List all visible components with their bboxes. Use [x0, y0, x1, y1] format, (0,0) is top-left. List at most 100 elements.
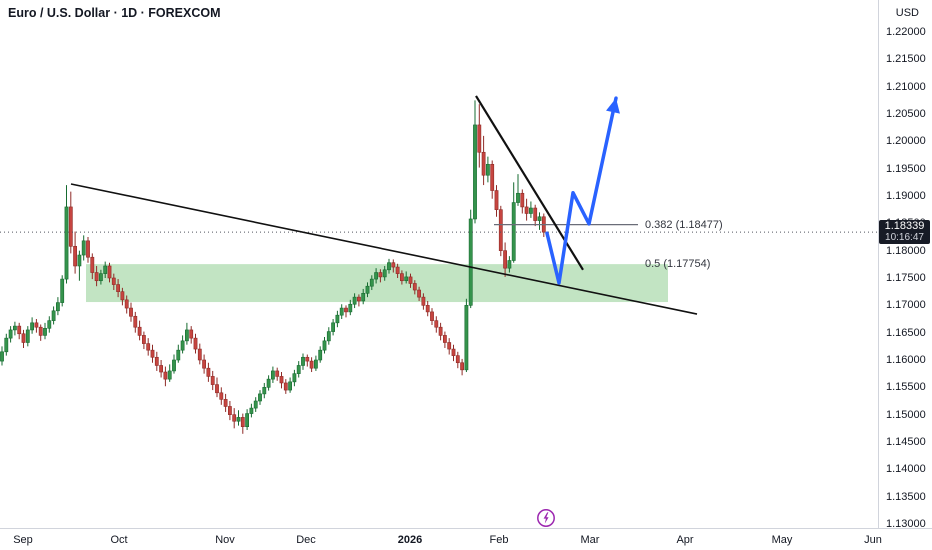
price-axis[interactable]: USD 1.22000 1.21500 1.21000 1.20500 1.20000 1…: [878, 0, 932, 530]
candle: [64, 185, 69, 284]
price-tick-label: 1.17000: [886, 299, 926, 312]
candle: [275, 367, 280, 381]
time-tick-label: Sep: [13, 534, 33, 546]
candle: [133, 311, 138, 333]
candle: [283, 379, 288, 394]
candle: [387, 258, 391, 274]
candle: [438, 322, 443, 341]
candle: [103, 261, 108, 278]
candle: [245, 409, 250, 430]
candle: [473, 100, 477, 224]
candle: [266, 375, 271, 391]
candle: [38, 324, 43, 341]
candle: [137, 320, 142, 341]
candle: [172, 354, 176, 374]
price-tick-label: 1.18000: [886, 244, 926, 257]
time-tick-label: May: [771, 534, 793, 546]
candle: [326, 327, 331, 345]
candle: [292, 369, 297, 387]
candle: [507, 256, 512, 273]
price-tick-label: 1.16000: [886, 354, 926, 366]
candle: [0, 346, 4, 366]
candle: [206, 362, 211, 382]
candle: [129, 302, 133, 322]
candle: [481, 135, 486, 186]
candles-series: [0, 100, 546, 434]
price-tick-label: 1.22000: [886, 26, 926, 38]
candle: [107, 262, 112, 283]
candle: [99, 269, 103, 285]
long-descending-trendline[interactable]: [70, 183, 698, 315]
candle: [374, 268, 379, 284]
time-tick-label: Nov: [215, 534, 235, 546]
candle: [382, 265, 387, 281]
candle: [4, 333, 9, 356]
candle: [331, 319, 336, 336]
candle: [335, 310, 340, 328]
candle: [447, 338, 452, 355]
candle: [124, 295, 129, 314]
time-tick-label: Dec: [296, 534, 316, 546]
candle: [365, 282, 370, 298]
candle: [210, 370, 215, 391]
candle: [378, 269, 383, 283]
candle: [193, 333, 198, 354]
price-tick-label: 1.21000: [886, 80, 926, 93]
candle: [232, 408, 237, 429]
price-tick-label: 1.19500: [886, 162, 926, 175]
candle: [520, 189, 525, 214]
candle: [485, 156, 490, 183]
candle: [197, 343, 202, 365]
candle: [339, 304, 344, 319]
price-tick-label: 1.13000: [886, 518, 926, 530]
candle: [176, 344, 181, 363]
candle: [81, 235, 86, 261]
price-tick-label: 1.13500: [886, 490, 926, 503]
candle: [477, 104, 482, 168]
candle: [541, 213, 546, 237]
candle: [154, 351, 159, 371]
time-tick-label: Feb: [489, 534, 509, 546]
candle: [51, 306, 56, 325]
candle: [516, 174, 520, 206]
candle: [417, 286, 422, 301]
candle: [202, 354, 207, 374]
projection-arrow-path[interactable]: [545, 96, 618, 285]
candle: [215, 377, 219, 398]
boost-button[interactable]: [536, 508, 556, 528]
candle: [60, 275, 65, 307]
candle: [425, 300, 430, 317]
time-tick-label: Oct: [110, 534, 128, 546]
candle: [163, 366, 168, 387]
candle: [13, 321, 17, 336]
candle: [47, 316, 52, 333]
candle: [146, 338, 151, 356]
symbol-title[interactable]: Euro / U.S. Dollar · 1D · FOREXCOM: [8, 6, 221, 20]
candle: [296, 361, 301, 378]
candle: [511, 182, 516, 263]
candle: [524, 198, 529, 221]
candle: [494, 185, 499, 217]
candle: [434, 316, 439, 333]
candle: [309, 357, 314, 373]
candle: [8, 326, 13, 343]
candle: [288, 377, 293, 393]
candle: [369, 275, 374, 291]
candle: [361, 288, 366, 305]
candle: [68, 191, 73, 254]
candle: [442, 331, 447, 348]
candle: [111, 273, 116, 291]
candle: [348, 299, 353, 316]
candle: [451, 344, 456, 362]
candle: [313, 355, 318, 371]
time-axis[interactable]: Sep Oct Nov Dec 2026 Feb Mar Apr May Jun: [0, 528, 932, 550]
candle: [73, 231, 78, 274]
candle: [322, 337, 327, 354]
candle: [77, 250, 82, 281]
candle: [498, 205, 503, 257]
last-price-badge: 1.18339 10:16:47: [879, 220, 930, 245]
support-zone-rect[interactable]: [86, 264, 668, 303]
candle: [533, 204, 538, 227]
price-tick-label: 1.20000: [886, 135, 926, 148]
